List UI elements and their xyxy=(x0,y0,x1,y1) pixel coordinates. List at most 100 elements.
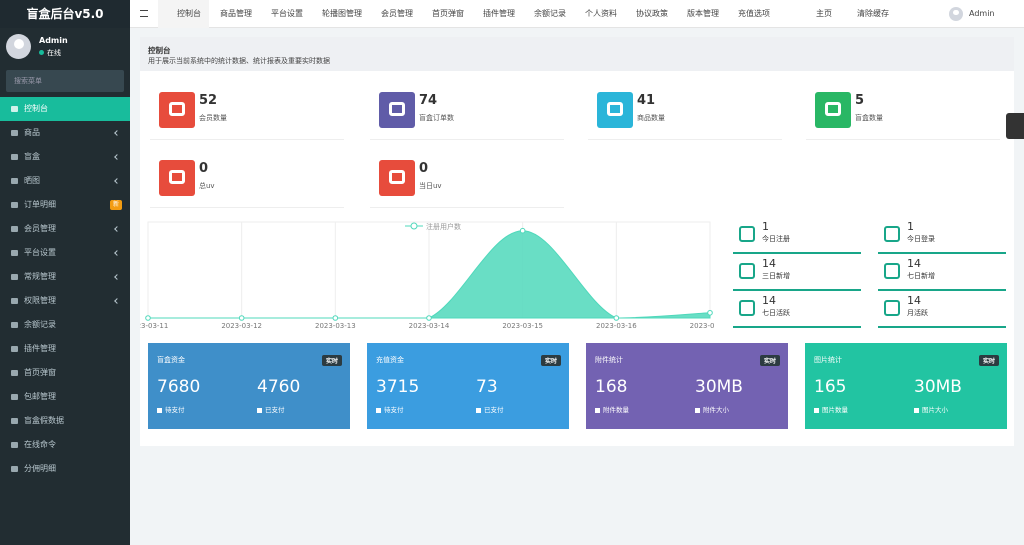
panel-label: 附件数量 xyxy=(595,404,629,414)
nav-tab[interactable]: 商品管理 xyxy=(220,9,252,18)
stat-card: 5 盲盒数量 xyxy=(806,92,1000,140)
menu-arrow xyxy=(114,226,120,232)
panel-value: 73 xyxy=(476,377,498,397)
menu-icon xyxy=(11,202,18,208)
x-tick-label: 2023-03-14 xyxy=(409,322,450,330)
panel-value: 30MB xyxy=(914,377,962,397)
nav-tab[interactable]: 控制台 xyxy=(158,0,209,28)
menu-item[interactable]: 会员管理 xyxy=(0,217,130,241)
menu-icon xyxy=(11,226,18,232)
menu-icon xyxy=(11,106,18,112)
stat-label: 会员数量 xyxy=(199,114,227,122)
panel-value: 4760 xyxy=(257,377,301,397)
search-placeholder: 搜索菜单 xyxy=(14,77,42,85)
stat-label: 总uv xyxy=(199,182,215,190)
menu-label: 包邮管理 xyxy=(24,392,56,401)
menu-label: 商品 xyxy=(24,128,40,137)
nav-tab[interactable]: 余额记录 xyxy=(534,9,566,18)
nav-tab[interactable]: 插件管理 xyxy=(483,9,515,18)
x-tick-label: 2023-03-15 xyxy=(502,322,543,330)
menu-item[interactable]: 控制台 xyxy=(0,97,130,121)
mini-value: 1 xyxy=(907,220,914,233)
menu-icon xyxy=(11,250,18,256)
panel-tag: 实时 xyxy=(540,355,561,366)
nav-tab[interactable]: 平台设置 xyxy=(271,9,303,18)
data-point xyxy=(145,315,151,321)
menu-item[interactable]: 平台设置 xyxy=(0,241,130,265)
menu-label: 会员管理 xyxy=(24,224,56,233)
menu-label: 控制台 xyxy=(24,104,48,113)
panel-value: 7680 xyxy=(157,377,201,397)
panel-label: 图片数量 xyxy=(814,404,848,414)
stat-icon xyxy=(379,92,415,128)
menu-icon xyxy=(11,178,18,184)
brand[interactable]: 盲盒后台v5.0 xyxy=(0,0,130,28)
data-point xyxy=(238,315,245,321)
top-bar: 控制台 商品管理 平台设置 轮播图管理 会员管理 首页弹窗 插件管理 余额记录 个人资料 协议政策… xyxy=(130,0,1024,28)
nav-tab[interactable]: 版本管理 xyxy=(687,9,719,18)
menu-label: 平台设置 xyxy=(24,248,56,257)
nav-tab[interactable]: 充值选项 xyxy=(738,9,770,18)
menu-item[interactable]: 晒图 xyxy=(0,169,130,193)
mini-stat: 14 七日新增 xyxy=(878,257,1006,291)
stat-card: 0 总uv xyxy=(150,160,344,208)
mini-value: 14 xyxy=(907,294,921,307)
menu-item[interactable]: 盲盒 xyxy=(0,145,130,169)
mini-icon xyxy=(739,226,755,242)
stat-value: 52 xyxy=(199,93,218,108)
side-toggle[interactable] xyxy=(1006,113,1024,139)
data-point xyxy=(519,227,526,234)
menu-label: 在线命令 xyxy=(24,440,56,449)
panel-label: 待支付 xyxy=(376,404,404,414)
nav-clear-cache[interactable]: 清除缓存 xyxy=(857,9,889,18)
menu-icon xyxy=(11,298,18,304)
nav-tab[interactable]: 轮播图管理 xyxy=(322,9,362,18)
menu-label: 盲盒假数据 xyxy=(24,416,64,425)
nav-tab[interactable]: 协议政策 xyxy=(636,9,668,18)
nav-user[interactable]: Admin xyxy=(969,9,995,18)
mini-stat: 1 今日注册 xyxy=(733,220,861,254)
panel-tag: 实时 xyxy=(321,355,342,366)
menu-icon xyxy=(11,154,18,160)
menu-item[interactable]: 常规管理 xyxy=(0,265,130,289)
stat-value: 74 xyxy=(419,93,438,108)
menu-item[interactable]: 订单明细 新 xyxy=(0,193,130,217)
panel-value: 30MB xyxy=(695,377,743,397)
x-tick-label: 2023-03-16 xyxy=(596,322,637,330)
menu-item[interactable]: 首页弹窗 xyxy=(0,361,130,385)
search-box[interactable]: 搜索菜单 xyxy=(6,70,124,92)
stat-panel: 图片统计 实时 165 图片数量 30MB 图片大小 xyxy=(805,343,1007,429)
area-chart: 2023-03-11 2023-03-12 2023-03-13 2023-03-14… xyxy=(140,221,714,330)
stat-icon xyxy=(815,92,851,128)
nav-tab[interactable]: 个人资料 xyxy=(585,9,617,18)
icon-glyph xyxy=(169,170,185,184)
stat-card: 0 当日uv xyxy=(370,160,564,208)
panel-title: 盲盒资金 xyxy=(157,356,185,364)
menu-icon xyxy=(11,130,18,136)
menu-item[interactable]: 分佣明细 xyxy=(0,457,130,481)
menu-item[interactable]: 余额记录 xyxy=(0,313,130,337)
menu-item[interactable]: 包邮管理 xyxy=(0,385,130,409)
panel-title: 图片统计 xyxy=(814,356,842,364)
stat-card: 41 商品数量 xyxy=(588,92,782,140)
nav-tab[interactable]: 首页弹窗 xyxy=(432,9,464,18)
menu-icon xyxy=(11,394,18,400)
menu-item[interactable]: 商品 xyxy=(0,121,130,145)
header-subtitle: 用于展示当前系统中的统计数据、统计报表及重要实时数据 xyxy=(148,57,330,65)
menu-toggle[interactable] xyxy=(140,10,148,17)
menu-arrow xyxy=(114,178,120,184)
stat-value: 0 xyxy=(419,161,429,176)
mini-icon xyxy=(884,300,900,316)
menu-item[interactable]: 权限管理 xyxy=(0,289,130,313)
nav-tab[interactable]: 会员管理 xyxy=(381,9,413,18)
mini-icon xyxy=(739,300,755,316)
menu-item[interactable]: 插件管理 xyxy=(0,337,130,361)
status-text: 在线 xyxy=(47,49,61,57)
panel-label: 已支付 xyxy=(476,404,504,414)
nav-home[interactable]: 主页 xyxy=(816,9,832,18)
menu-label: 首页弹窗 xyxy=(24,368,56,377)
data-point xyxy=(332,315,339,321)
menu-item[interactable]: 盲盒假数据 xyxy=(0,409,130,433)
menu-item[interactable]: 在线命令 xyxy=(0,433,130,457)
